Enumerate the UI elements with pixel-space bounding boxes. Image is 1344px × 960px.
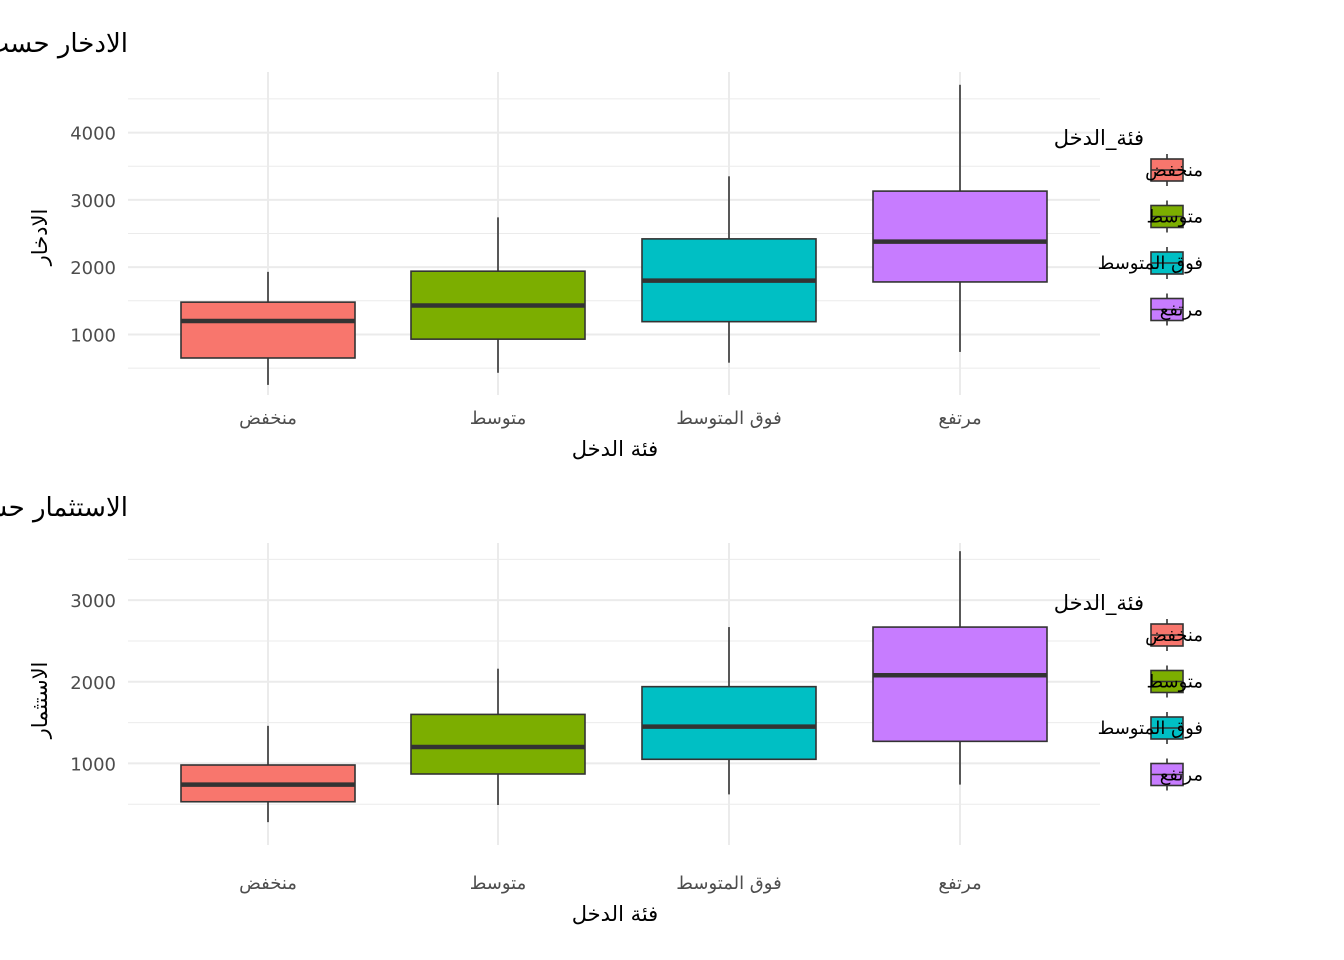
- box-3: [641, 176, 817, 363]
- legend-label: فوق المتوسط: [1098, 718, 1203, 739]
- legend-item: فوق المتوسط: [1098, 712, 1203, 744]
- y-tick-labels: 1000 2000 3000: [70, 591, 116, 775]
- x-tick-labels: منخفض متوسط فوق المتوسط مرتفع: [239, 873, 982, 894]
- legend-label: متوسط: [1146, 207, 1203, 228]
- legend-item: فوق المتوسط: [1098, 247, 1203, 279]
- legend-label: منخفض: [1145, 160, 1203, 181]
- legend-item: متوسط: [1146, 200, 1203, 233]
- legend-item: مرتفع: [1150, 293, 1203, 326]
- x-tick-label: فوق المتوسط: [676, 873, 781, 894]
- iqr-box: [872, 190, 1048, 283]
- box-1: [180, 725, 356, 823]
- legend-label: مرتفع: [1160, 765, 1203, 786]
- legend-item: مرتفع: [1150, 758, 1203, 791]
- y-tick-label: 1000: [70, 754, 116, 775]
- y-axis-title: الاستثمار: [28, 662, 52, 740]
- savings-boxplot-panel: الادخار حسب فئة الدخل 1000 2000 3000 4000 م…: [0, 29, 1203, 461]
- box-series: [180, 551, 1048, 823]
- box-4: [872, 84, 1048, 352]
- y-axis-title: الادخار: [28, 209, 52, 267]
- legend-label: فوق المتوسط: [1098, 253, 1203, 274]
- x-axis-title: فئة الدخل: [572, 437, 658, 461]
- y-tick-label: 1000: [70, 325, 116, 346]
- iqr-box: [180, 301, 356, 359]
- legend-label: منخفض: [1145, 625, 1203, 646]
- box-2: [410, 668, 586, 806]
- x-tick-label: مرتفع: [938, 873, 981, 894]
- box-1: [180, 271, 356, 385]
- box-4: [872, 551, 1048, 785]
- x-tick-label: متوسط: [470, 873, 527, 894]
- investment-boxplot-panel: الاستثمار حسب فئة الدخل 1000 2000 3000 منخ…: [0, 493, 1203, 926]
- legend-title: فئة_الدخل: [1054, 126, 1144, 151]
- legend-label: متوسط: [1146, 672, 1203, 693]
- y-tick-label: 3000: [70, 591, 116, 612]
- x-tick-label: منخفض: [239, 873, 297, 894]
- chart-title: الاستثمار حسب فئة الدخل: [0, 493, 128, 523]
- legend-item: متوسط: [1146, 665, 1203, 698]
- x-tick-label: فوق المتوسط: [676, 408, 781, 429]
- box-3: [641, 627, 817, 795]
- box-2: [410, 217, 586, 373]
- x-tick-label: مرتفع: [938, 408, 981, 429]
- box-series: [180, 84, 1048, 385]
- iqr-box: [872, 626, 1048, 743]
- legend-item: منخفض: [1145, 619, 1203, 651]
- x-tick-labels: منخفض متوسط فوق المتوسط مرتفع: [239, 408, 982, 429]
- legend: فئة_الدخل منخفض متوسط فوق المتوسط مرتفع: [1054, 591, 1203, 791]
- legend: فئة_الدخل منخفض متوسط فوق المتوسط مرتفع: [1054, 126, 1203, 326]
- y-tick-labels: 1000 2000 3000 4000: [70, 124, 116, 347]
- y-tick-label: 2000: [70, 258, 116, 279]
- legend-item: منخفض: [1145, 154, 1203, 186]
- legend-title: فئة_الدخل: [1054, 591, 1144, 616]
- y-tick-label: 4000: [70, 124, 116, 145]
- legend-label: مرتفع: [1160, 300, 1203, 321]
- chart-title: الادخار حسب فئة الدخل: [0, 29, 128, 59]
- y-tick-label: 3000: [70, 191, 116, 212]
- x-tick-label: متوسط: [470, 408, 527, 429]
- x-tick-label: منخفض: [239, 408, 297, 429]
- x-axis-title: فئة الدخل: [572, 902, 658, 926]
- y-tick-label: 2000: [70, 673, 116, 694]
- iqr-box: [410, 713, 586, 775]
- iqr-box: [641, 685, 817, 761]
